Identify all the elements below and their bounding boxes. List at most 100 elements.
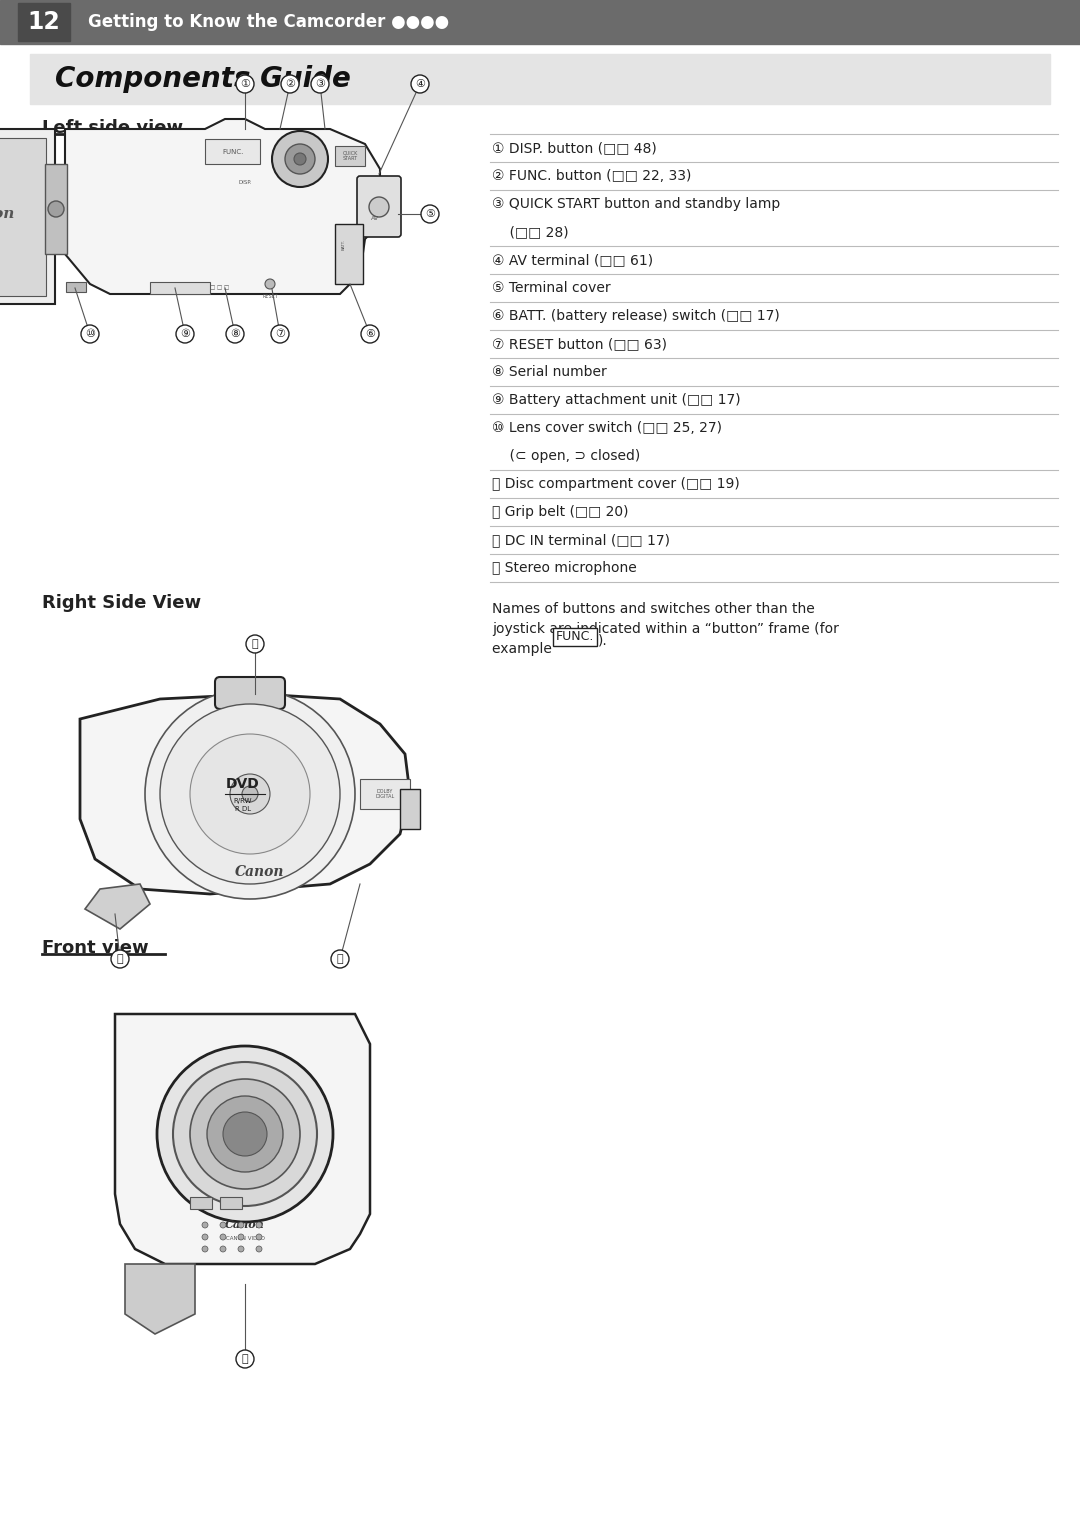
Circle shape bbox=[230, 775, 270, 815]
Text: ⑥: ⑥ bbox=[365, 328, 375, 339]
Circle shape bbox=[330, 950, 349, 968]
Text: □ □ □: □ □ □ bbox=[211, 285, 230, 290]
Circle shape bbox=[311, 75, 329, 94]
Text: ② FUNC. button (□□ 22, 33): ② FUNC. button (□□ 22, 33) bbox=[492, 169, 691, 183]
Circle shape bbox=[190, 1078, 300, 1189]
Circle shape bbox=[202, 1233, 208, 1239]
Text: ⑭: ⑭ bbox=[242, 1355, 248, 1364]
Text: ⑬: ⑬ bbox=[337, 954, 343, 963]
Text: ⑨: ⑨ bbox=[180, 328, 190, 339]
Polygon shape bbox=[114, 1014, 370, 1264]
Text: AV: AV bbox=[370, 216, 379, 221]
Bar bbox=[0, 138, 46, 296]
Bar bbox=[0, 129, 55, 304]
Text: QUICK
START: QUICK START bbox=[342, 150, 357, 161]
Text: ⑤: ⑤ bbox=[426, 209, 435, 219]
Text: Components Guide: Components Guide bbox=[55, 64, 351, 94]
Text: Getting to Know the Camcorder ●●●●: Getting to Know the Camcorder ●●●● bbox=[87, 12, 449, 31]
Text: R/RW: R/RW bbox=[233, 798, 253, 804]
Text: ⑭ Stereo microphone: ⑭ Stereo microphone bbox=[492, 561, 637, 575]
Text: ⑫ Grip belt (□□ 20): ⑫ Grip belt (□□ 20) bbox=[492, 505, 629, 518]
Bar bbox=[190, 1197, 212, 1209]
Bar bbox=[66, 282, 86, 291]
Bar bbox=[45, 164, 67, 255]
Text: ⑬ DC IN terminal (□□ 17): ⑬ DC IN terminal (□□ 17) bbox=[492, 532, 670, 548]
Polygon shape bbox=[80, 693, 410, 894]
Bar bbox=[360, 779, 410, 808]
Text: ⑦ RESET button (□□ 63): ⑦ RESET button (□□ 63) bbox=[492, 337, 667, 351]
Circle shape bbox=[271, 325, 289, 344]
Bar bbox=[400, 788, 420, 828]
Circle shape bbox=[361, 325, 379, 344]
Text: DOLBY
DIGITAL: DOLBY DIGITAL bbox=[376, 788, 394, 799]
Circle shape bbox=[256, 1223, 262, 1229]
Text: DVD: DVD bbox=[226, 778, 260, 792]
Text: joystick are indicated within a “button” frame (for: joystick are indicated within a “button”… bbox=[492, 621, 839, 637]
Text: RESET: RESET bbox=[262, 293, 278, 299]
Bar bbox=[335, 146, 365, 166]
FancyBboxPatch shape bbox=[553, 627, 597, 646]
Polygon shape bbox=[125, 1264, 195, 1335]
Text: (□□ 28): (□□ 28) bbox=[492, 225, 569, 239]
Circle shape bbox=[294, 153, 306, 166]
Text: ⑥ BATT. (battery release) switch (□□ 17): ⑥ BATT. (battery release) switch (□□ 17) bbox=[492, 308, 780, 324]
Text: ④ AV terminal (□□ 61): ④ AV terminal (□□ 61) bbox=[492, 253, 653, 267]
FancyBboxPatch shape bbox=[357, 176, 401, 236]
Text: ③ QUICK START button and standby lamp: ③ QUICK START button and standby lamp bbox=[492, 196, 780, 212]
Text: 12: 12 bbox=[28, 11, 60, 34]
Circle shape bbox=[220, 1246, 226, 1252]
Circle shape bbox=[81, 325, 99, 344]
Circle shape bbox=[226, 325, 244, 344]
Text: Canon: Canon bbox=[0, 207, 15, 221]
Text: ⑨ Battery attachment unit (□□ 17): ⑨ Battery attachment unit (□□ 17) bbox=[492, 393, 741, 407]
Text: Canon: Canon bbox=[225, 1218, 265, 1229]
Text: Names of buttons and switches other than the: Names of buttons and switches other than… bbox=[492, 601, 814, 617]
Text: (⊂ open, ⊃ closed): (⊂ open, ⊃ closed) bbox=[492, 449, 640, 463]
Bar bbox=[220, 1197, 242, 1209]
FancyBboxPatch shape bbox=[215, 676, 285, 709]
Bar bbox=[30, 54, 1050, 104]
Circle shape bbox=[220, 1223, 226, 1229]
Circle shape bbox=[238, 1246, 244, 1252]
Text: ).: ). bbox=[598, 634, 608, 647]
Circle shape bbox=[237, 75, 254, 94]
Circle shape bbox=[411, 75, 429, 94]
Bar bbox=[335, 224, 363, 284]
Circle shape bbox=[237, 1350, 254, 1368]
Circle shape bbox=[145, 689, 355, 899]
Circle shape bbox=[222, 1112, 267, 1157]
Circle shape bbox=[238, 1233, 244, 1239]
Polygon shape bbox=[65, 120, 380, 295]
Bar bbox=[205, 140, 260, 164]
Text: FUNC.: FUNC. bbox=[556, 630, 594, 643]
Bar bbox=[150, 282, 210, 295]
Text: ⑩: ⑩ bbox=[85, 328, 95, 339]
Text: R DL: R DL bbox=[235, 805, 251, 811]
Circle shape bbox=[281, 75, 299, 94]
Text: example: example bbox=[492, 643, 556, 657]
Text: ① DISP. button (□□ 48): ① DISP. button (□□ 48) bbox=[492, 141, 657, 155]
Circle shape bbox=[242, 785, 258, 802]
Text: ⑪ Disc compartment cover (□□ 19): ⑪ Disc compartment cover (□□ 19) bbox=[492, 477, 740, 491]
Text: CANON VIDEO: CANON VIDEO bbox=[226, 1236, 265, 1241]
Circle shape bbox=[285, 144, 315, 173]
Circle shape bbox=[160, 704, 340, 884]
Circle shape bbox=[48, 201, 64, 216]
Circle shape bbox=[272, 130, 328, 187]
Text: Right Side View: Right Side View bbox=[42, 594, 201, 612]
Circle shape bbox=[256, 1246, 262, 1252]
Circle shape bbox=[256, 1233, 262, 1239]
Circle shape bbox=[176, 325, 194, 344]
Circle shape bbox=[190, 733, 310, 854]
Text: ②: ② bbox=[285, 78, 295, 89]
Text: BATT.: BATT. bbox=[342, 238, 346, 250]
Text: Canon: Canon bbox=[235, 865, 285, 879]
Polygon shape bbox=[85, 884, 150, 930]
Circle shape bbox=[238, 1223, 244, 1229]
Text: ④: ④ bbox=[415, 78, 426, 89]
Text: Left side view: Left side view bbox=[42, 120, 184, 137]
Text: ⑧ Serial number: ⑧ Serial number bbox=[492, 365, 607, 379]
Text: ①: ① bbox=[240, 78, 249, 89]
Text: FUNC.: FUNC. bbox=[222, 149, 244, 155]
Text: DISP.: DISP. bbox=[239, 179, 252, 184]
